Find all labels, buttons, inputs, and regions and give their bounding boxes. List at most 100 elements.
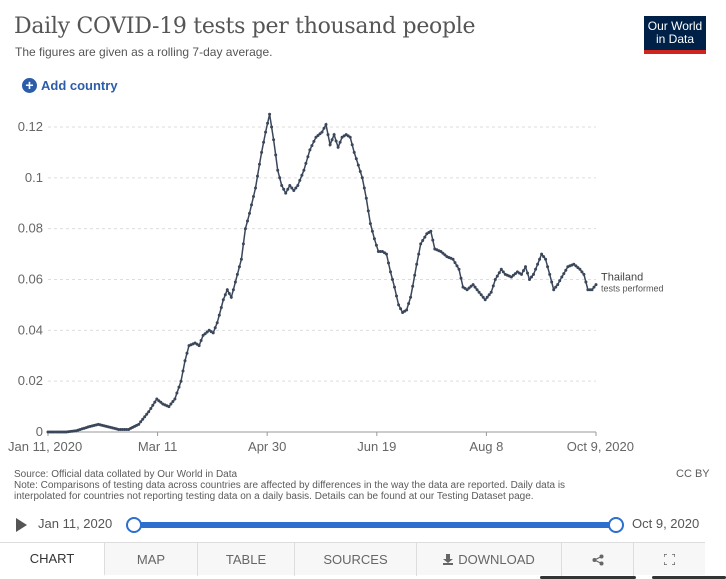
data-point [578, 267, 582, 271]
data-point [177, 385, 181, 389]
tab-table[interactable]: TABLE [198, 543, 295, 576]
timeline-track[interactable] [134, 522, 616, 528]
plus-circle-icon: + [22, 78, 37, 93]
data-point [334, 139, 338, 143]
data-point [552, 288, 556, 292]
timeline-start-date: Jan 11, 2020 [38, 516, 113, 531]
data-point [310, 144, 314, 148]
tab-map[interactable]: MAP [105, 543, 198, 576]
data-point [459, 276, 463, 280]
data-point [592, 285, 596, 289]
data-point [356, 163, 360, 167]
data-point [560, 275, 564, 279]
data-point [584, 280, 588, 284]
data-point [215, 321, 219, 325]
scroll-indicator [540, 576, 636, 579]
y-tick-label: 0.04 [18, 322, 43, 337]
data-point [393, 285, 396, 289]
data-point [542, 255, 546, 259]
x-tick-label: Mar 11 [138, 439, 178, 454]
data-point [284, 191, 288, 195]
data-point [534, 267, 538, 271]
data-point [306, 155, 310, 159]
data-point [248, 211, 251, 215]
timeline-start-handle[interactable] [126, 517, 142, 533]
tab-download[interactable]: DOWNLOAD [417, 543, 562, 576]
timeline-end-handle[interactable] [608, 517, 624, 533]
data-point [219, 306, 223, 309]
data-point [145, 412, 149, 416]
data-point [453, 261, 457, 265]
data-point [544, 257, 548, 261]
data-point [374, 243, 378, 247]
data-point [431, 238, 435, 242]
add-country-label: Add country [41, 78, 118, 93]
tab-chart[interactable]: CHART [0, 543, 105, 576]
data-point [483, 298, 487, 302]
data-point [540, 252, 544, 256]
data-point [564, 268, 568, 272]
data-point [511, 273, 515, 277]
data-point [179, 379, 183, 383]
data-point [397, 303, 401, 307]
data-point [385, 252, 388, 256]
series-label-thailand: Thailand [601, 272, 643, 284]
data-point [441, 251, 445, 255]
data-point [413, 273, 417, 277]
play-icon[interactable] [16, 518, 27, 532]
data-point [558, 279, 562, 283]
data-point [169, 402, 173, 406]
tab-download-label: DOWNLOAD [458, 552, 535, 567]
data-point [576, 266, 580, 270]
add-country-button[interactable]: + Add country [22, 78, 118, 93]
data-point [354, 157, 358, 161]
data-point [536, 262, 540, 266]
data-point [522, 269, 525, 273]
data-point [358, 170, 362, 173]
data-point [417, 252, 421, 256]
data-point [493, 278, 497, 281]
share-button[interactable] [562, 543, 634, 576]
data-point [582, 272, 586, 276]
data-point [439, 250, 443, 253]
data-point [167, 405, 171, 409]
data-point [302, 168, 306, 172]
data-point [149, 407, 153, 410]
data-point [467, 286, 471, 290]
data-point [451, 257, 455, 261]
data-point [173, 397, 177, 401]
data-point [217, 313, 221, 317]
data-point [153, 400, 157, 404]
data-point [298, 178, 302, 182]
data-point [562, 272, 566, 276]
data-point [52, 430, 56, 434]
license-link[interactable]: CC BY [676, 468, 710, 480]
data-point [183, 359, 187, 363]
data-point [391, 278, 394, 281]
data-point [443, 253, 447, 257]
fullscreen-button[interactable] [634, 543, 705, 576]
data-point [538, 257, 542, 261]
source-note: Source: Official data collated by Our Wo… [14, 469, 238, 480]
data-point [326, 133, 330, 137]
data-point [151, 403, 155, 407]
data-point [513, 272, 517, 276]
data-point [528, 278, 531, 281]
y-tick-label: 0.12 [18, 119, 43, 134]
data-point [520, 272, 523, 276]
data-point [586, 288, 590, 292]
data-point [501, 270, 505, 274]
data-point [360, 176, 364, 180]
data-point [268, 112, 272, 116]
data-point [308, 148, 312, 152]
owid-logo[interactable]: Our World in Data [644, 16, 706, 54]
data-point [205, 330, 209, 334]
data-point [296, 184, 300, 187]
data-point [312, 139, 316, 143]
data-point [389, 270, 392, 274]
note-line-1: Note: Comparisons of testing data across… [14, 480, 566, 491]
data-point [546, 265, 550, 269]
data-point [485, 295, 489, 299]
tab-sources[interactable]: SOURCES [295, 543, 417, 576]
chart-subtitle: The figures are given as a rolling 7-day… [15, 45, 273, 59]
